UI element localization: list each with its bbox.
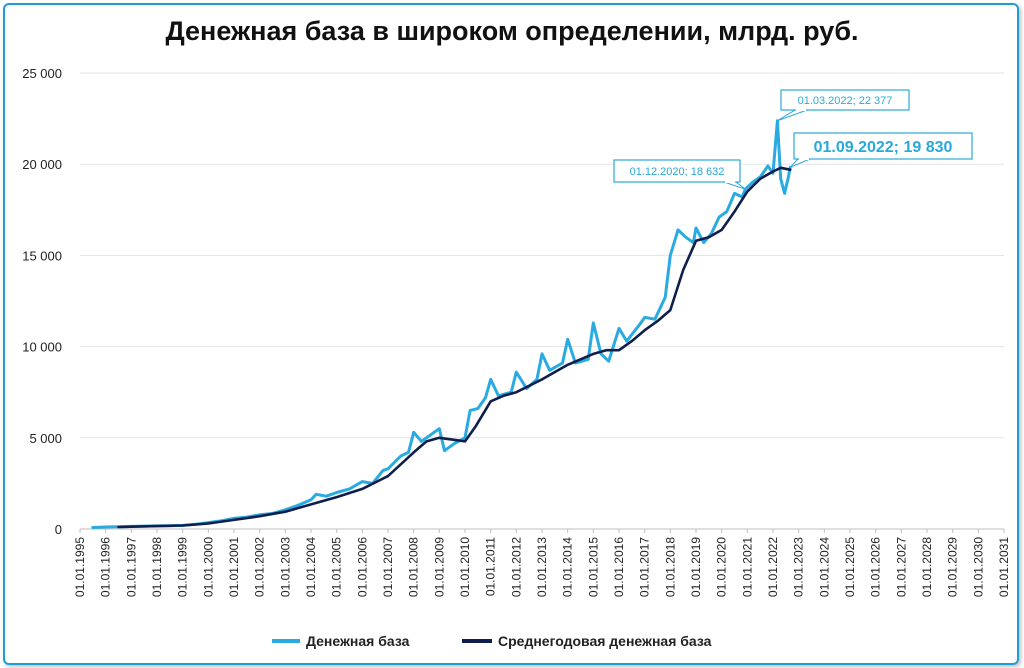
annotation-box xyxy=(780,89,910,111)
x-tick-label: 01.01.2028 xyxy=(920,537,934,597)
gridlines xyxy=(80,72,1004,530)
y-tick-label: 0 xyxy=(55,522,62,537)
x-tick-label: 01.01.2008 xyxy=(407,537,421,597)
y-tick-label: 5 000 xyxy=(29,431,62,446)
x-tick-label: 01.01.2009 xyxy=(432,537,446,597)
annotation-label: 01.09.2022; 19 830 xyxy=(814,139,953,156)
x-tick-label: 01.01.2018 xyxy=(663,537,677,597)
x-tick-label: 01.01.1996 xyxy=(99,537,113,597)
x-tick-label: 01.01.2014 xyxy=(561,537,575,597)
annotation-pointer xyxy=(789,158,811,168)
x-tick-label: 01.01.2007 xyxy=(381,537,395,597)
y-tick-label: 20 000 xyxy=(22,157,62,172)
x-tick-label: 01.01.2001 xyxy=(227,537,241,597)
chart-title: Денежная база в широком определении, млр… xyxy=(165,16,859,46)
x-tick-label: 01.01.2030 xyxy=(971,537,985,597)
x-tick-label: 01.01.2027 xyxy=(894,537,908,597)
x-tick-label: 01.01.2015 xyxy=(586,537,600,597)
y-tick-label: 15 000 xyxy=(22,248,62,263)
x-tick-label: 01.01.2006 xyxy=(355,537,369,597)
y-axis-ticks: 0 5 000 10 000 15 000 20 000 25 000 xyxy=(22,66,62,537)
x-tick-label: 01.01.2000 xyxy=(201,537,215,597)
x-tick-label: 01.01.2022 xyxy=(766,537,780,597)
x-tick-label: 01.01.2019 xyxy=(689,537,703,597)
chart-frame xyxy=(3,3,1019,665)
x-tick-label: 01.01.1997 xyxy=(124,537,138,597)
y-tick-label: 10 000 xyxy=(22,340,62,355)
series-lines xyxy=(91,119,792,529)
x-tick-label: 01.01.2020 xyxy=(715,537,729,597)
x-tick-label: 01.01.2002 xyxy=(253,537,267,597)
x-axis-ticks: 01.01.1995 01.01.1996 01.01.1997 01.01.1998… xyxy=(73,529,1011,597)
x-tick-label: 01.01.2003 xyxy=(278,537,292,597)
x-tick-label: 01.01.2031 xyxy=(997,537,1011,597)
annotation-pointer xyxy=(723,181,746,190)
annotation-box xyxy=(793,132,973,160)
x-tick-label: 01.01.2025 xyxy=(843,537,857,597)
x-tick-label: 01.01.1998 xyxy=(150,537,164,597)
legend-label-average-money-base: Среднегодовая денежная база xyxy=(498,633,712,649)
x-tick-label: 01.01.2026 xyxy=(869,537,883,597)
x-tick-label: 01.01.2012 xyxy=(509,537,523,597)
x-tick-label: 01.01.2024 xyxy=(817,537,831,597)
x-tick-label: 01.01.2017 xyxy=(638,537,652,597)
x-tick-label: 01.01.2013 xyxy=(535,537,549,597)
x-tick-label: 01.01.2023 xyxy=(792,537,806,597)
x-tick-label: 01.01.2005 xyxy=(330,537,344,597)
x-tick-label: 01.01.1999 xyxy=(176,537,190,597)
annotation-label: 01.03.2022; 22 377 xyxy=(798,95,893,107)
x-tick-label: 01.01.2010 xyxy=(458,537,472,597)
series-line-average-money-base xyxy=(117,166,792,529)
annotation-label: 01.12.2020; 18 632 xyxy=(630,166,725,178)
x-tick-label: 01.01.2011 xyxy=(484,537,498,596)
legend: Денежная база Среднегодовая денежная баз… xyxy=(272,633,712,649)
x-tick-label: 01.01.2016 xyxy=(612,537,626,597)
annotation-box xyxy=(613,159,741,183)
x-tick-label: 01.01.2029 xyxy=(946,537,960,597)
legend-label-money-base: Денежная база xyxy=(306,633,410,649)
annotations: 01.12.2020; 18 632 01.03.2022; 22 377 01.0… xyxy=(613,89,973,190)
y-tick-label: 25 000 xyxy=(22,66,62,81)
x-tick-label: 01.01.1995 xyxy=(73,537,87,597)
x-tick-label: 01.01.2004 xyxy=(304,537,318,597)
annotation-pointer xyxy=(777,109,808,122)
x-tick-label: 01.01.2021 xyxy=(740,537,754,597)
